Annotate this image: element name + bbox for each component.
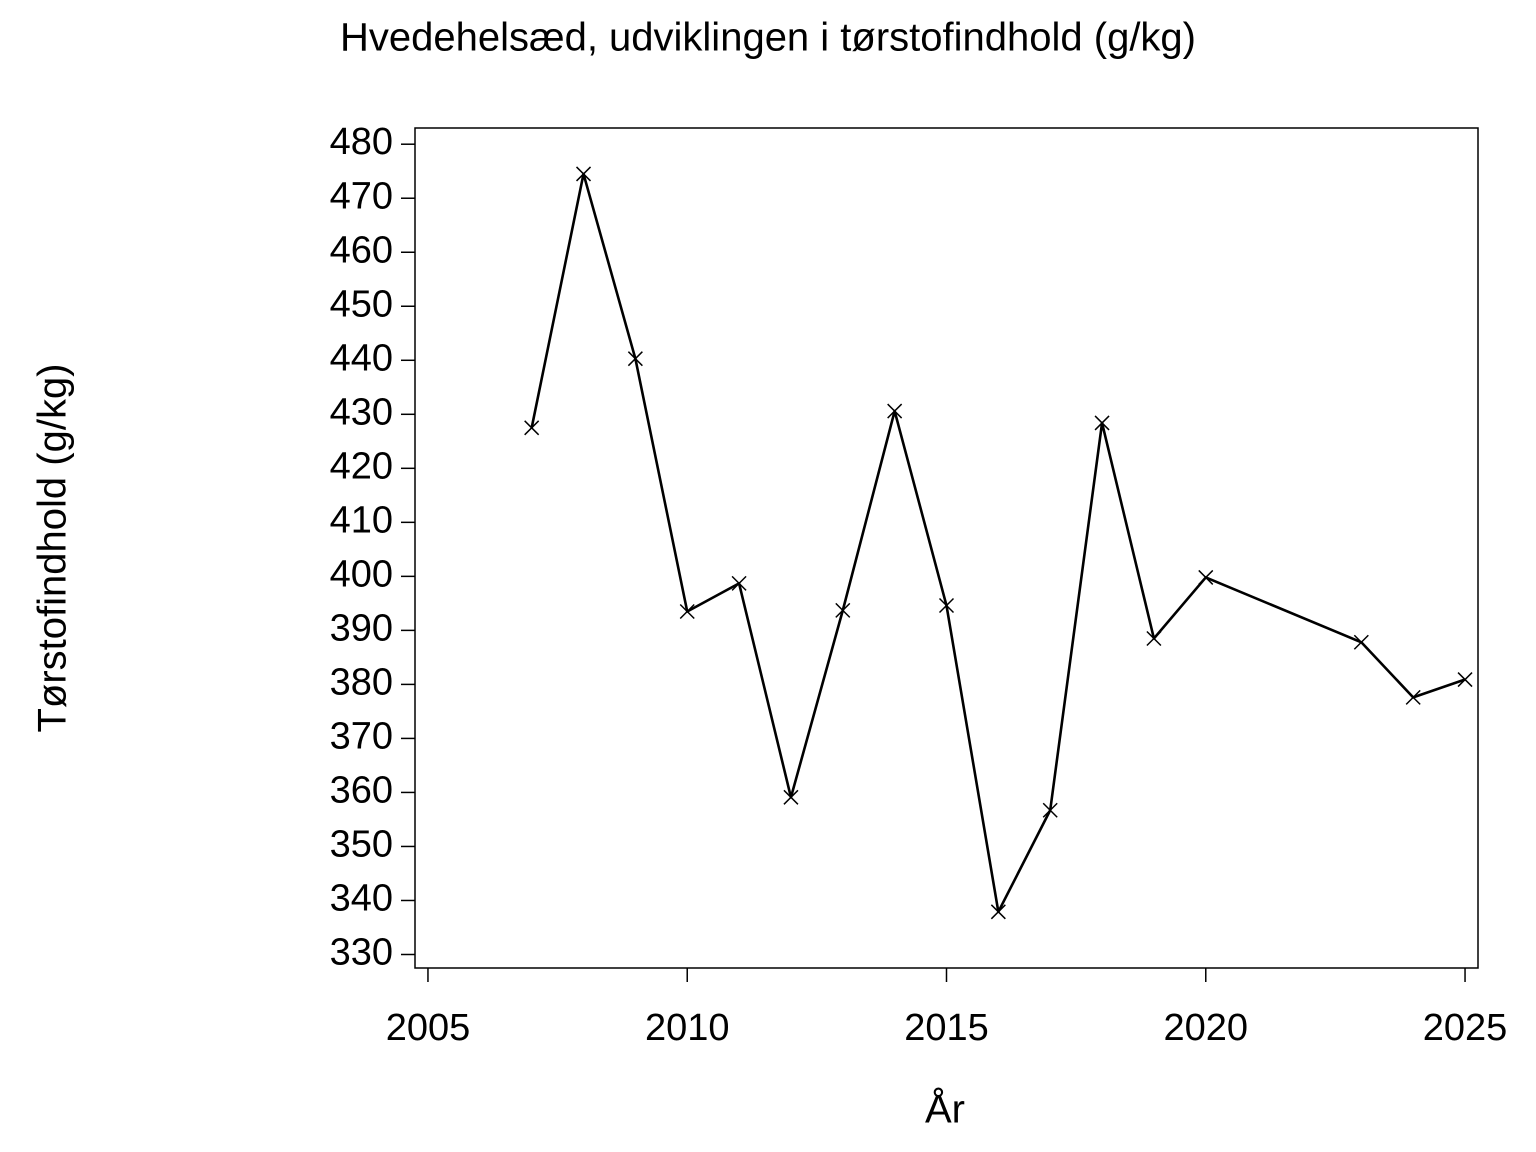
y-tick-label: 460 bbox=[330, 229, 393, 271]
y-tick-label: 390 bbox=[330, 607, 393, 649]
y-tick-label: 360 bbox=[330, 769, 393, 811]
y-tick-label: 410 bbox=[330, 499, 393, 541]
data-point bbox=[887, 403, 903, 419]
y-axis-label: Tørstofindhold (g/kg) bbox=[31, 363, 75, 732]
x-tick-label: 2015 bbox=[904, 1007, 989, 1049]
y-tick-label: 350 bbox=[330, 823, 393, 865]
y-tick-label: 380 bbox=[330, 661, 393, 703]
x-tick-label: 2010 bbox=[645, 1007, 730, 1049]
x-axis-label: År bbox=[925, 1087, 965, 1132]
data-point bbox=[1198, 569, 1214, 585]
data-point bbox=[1405, 689, 1421, 705]
x-tick-label: 2005 bbox=[386, 1007, 471, 1049]
data-point bbox=[679, 603, 695, 620]
data-point bbox=[1146, 630, 1162, 647]
y-tick-label: 440 bbox=[330, 337, 393, 379]
x-tick-label: 2025 bbox=[1423, 1007, 1508, 1049]
data-point bbox=[627, 351, 643, 367]
data-point bbox=[524, 420, 540, 436]
data-point bbox=[1457, 672, 1473, 688]
x-tick-label: 2020 bbox=[1163, 1007, 1248, 1049]
y-tick-label: 450 bbox=[330, 283, 393, 325]
plot-frame bbox=[414, 127, 1479, 969]
data-point bbox=[1353, 634, 1369, 650]
chart-title: Hvedehelsæd, udviklingen i tørstofindhol… bbox=[340, 16, 1196, 60]
y-tick-label: 370 bbox=[330, 715, 393, 757]
y-tick-label: 420 bbox=[330, 445, 393, 487]
data-point bbox=[783, 789, 799, 805]
data-point bbox=[990, 904, 1006, 920]
y-tick-label: 330 bbox=[330, 932, 393, 974]
y-tick-label: 480 bbox=[330, 121, 393, 163]
y-tick-label: 340 bbox=[330, 878, 393, 920]
y-tick-label: 430 bbox=[330, 391, 393, 433]
data-point bbox=[938, 598, 955, 614]
data-point bbox=[575, 166, 592, 182]
data-point bbox=[731, 575, 747, 591]
data-point bbox=[1042, 802, 1058, 818]
data-point bbox=[835, 602, 851, 618]
y-tick-label: 470 bbox=[330, 175, 393, 217]
data-line bbox=[530, 172, 1466, 914]
y-tick-label: 400 bbox=[330, 553, 393, 595]
data-point bbox=[1094, 415, 1110, 431]
